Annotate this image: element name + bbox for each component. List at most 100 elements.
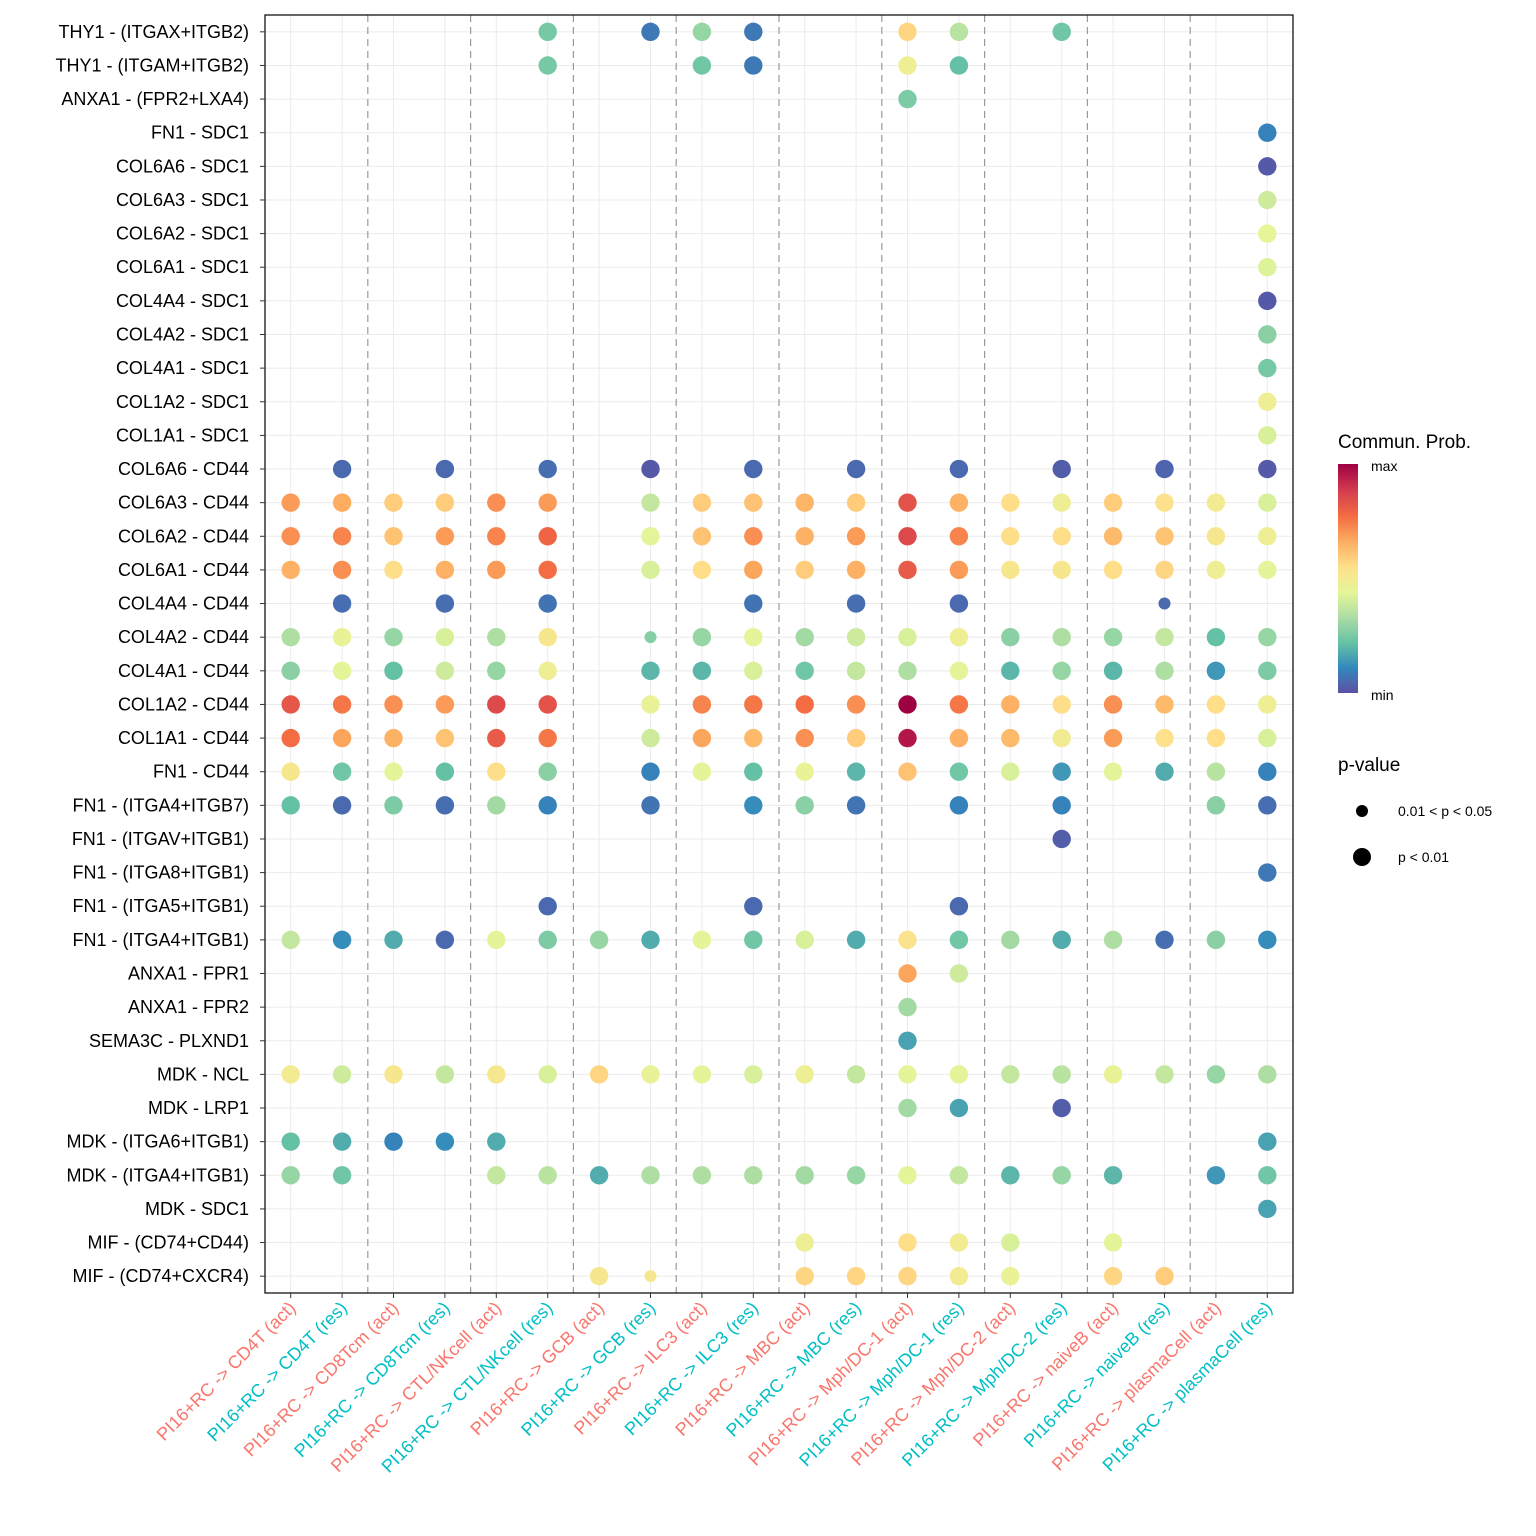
- y-tick-label: COL4A4 - SDC1: [116, 291, 249, 311]
- data-point: [384, 493, 403, 512]
- data-point: [1258, 560, 1277, 580]
- data-point: [744, 527, 763, 546]
- data-point: [795, 1065, 814, 1084]
- data-point: [898, 964, 917, 983]
- data-point: [949, 56, 969, 75]
- data-point: [949, 930, 969, 950]
- data-point: [281, 1132, 300, 1151]
- data-point: [332, 527, 352, 546]
- size-legend-small-label: 0.01 < p < 0.05: [1398, 803, 1492, 819]
- data-point: [949, 527, 969, 546]
- y-tick-label: COL1A1 - SDC1: [116, 425, 249, 445]
- data-point: [1258, 325, 1277, 344]
- data-point: [1206, 661, 1226, 681]
- data-point: [1258, 224, 1277, 243]
- data-point: [1052, 527, 1071, 546]
- data-point: [1001, 560, 1020, 580]
- data-point: [435, 1132, 455, 1151]
- data-point: [1206, 627, 1226, 647]
- data-point: [846, 493, 866, 512]
- data-point: [1258, 358, 1277, 378]
- data-point: [384, 930, 403, 950]
- y-tick-label: COL4A1 - SDC1: [116, 358, 249, 378]
- data-point: [332, 661, 352, 681]
- data-point: [641, 661, 660, 681]
- data-point: [538, 527, 557, 546]
- data-point: [384, 527, 403, 546]
- data-point: [846, 728, 866, 748]
- data-point: [1103, 930, 1123, 950]
- data-point: [1052, 1098, 1071, 1118]
- y-tick-label: COL6A1 - CD44: [118, 560, 249, 580]
- data-point: [795, 762, 814, 781]
- data-point: [641, 695, 660, 714]
- data-point: [589, 1266, 609, 1286]
- data-point: [1155, 762, 1174, 781]
- data-point: [692, 527, 712, 546]
- data-point: [898, 695, 917, 714]
- y-tick-label: COL4A2 - CD44: [118, 627, 249, 647]
- data-point: [1258, 291, 1277, 311]
- data-point: [1052, 627, 1071, 647]
- data-point: [281, 796, 300, 815]
- data-point: [1206, 560, 1226, 580]
- data-point: [384, 627, 403, 647]
- data-point: [1258, 392, 1277, 411]
- data-point: [744, 493, 763, 512]
- data-point: [898, 1065, 917, 1084]
- data-point: [1258, 695, 1277, 714]
- data-point: [795, 627, 814, 647]
- data-point: [795, 661, 814, 681]
- data-point: [949, 796, 969, 815]
- data-point: [487, 930, 506, 950]
- data-point: [384, 762, 403, 781]
- data-point: [1258, 661, 1277, 681]
- data-point: [692, 56, 712, 75]
- data-point: [949, 22, 969, 42]
- data-point: [1052, 493, 1071, 512]
- data-point: [538, 661, 557, 681]
- data-point: [1206, 695, 1226, 714]
- data-point: [1155, 695, 1174, 714]
- data-point: [898, 1031, 917, 1050]
- data-point: [692, 22, 712, 42]
- data-point: [538, 695, 557, 714]
- data-point: [1258, 1199, 1277, 1219]
- data-point: [949, 964, 969, 983]
- data-point: [795, 1266, 814, 1286]
- data-point: [1052, 459, 1071, 479]
- y-axis-labels: THY1 - (ITGAX+ITGB2) THY1 - (ITGAM+ITGB2)…: [55, 22, 265, 1286]
- data-point: [1155, 459, 1174, 479]
- data-point: [744, 56, 763, 75]
- y-tick-label: COL6A3 - CD44: [118, 493, 249, 513]
- data-point: [1206, 930, 1226, 950]
- data-point: [898, 997, 917, 1017]
- y-tick-label: THY1 - (ITGAM+ITGB2): [55, 55, 249, 75]
- data-point: [795, 1233, 814, 1252]
- data-point: [949, 762, 969, 781]
- data-point: [332, 728, 352, 748]
- data-point: [1155, 527, 1174, 546]
- data-point: [744, 728, 763, 748]
- size-legend-large-dot: [1353, 848, 1371, 866]
- data-point: [281, 661, 300, 681]
- size-legend-title: p-value: [1338, 755, 1400, 776]
- data-point: [949, 560, 969, 580]
- data-point: [1052, 560, 1071, 580]
- data-point: [1258, 459, 1277, 479]
- data-point: [1103, 1065, 1123, 1084]
- data-point: [538, 627, 557, 647]
- data-point: [898, 930, 917, 950]
- data-point: [487, 493, 506, 512]
- color-min-label: min: [1371, 687, 1394, 703]
- data-point: [1052, 728, 1071, 748]
- data-point: [949, 695, 969, 714]
- data-point: [332, 594, 352, 613]
- data-point: [435, 459, 455, 479]
- data-point: [487, 1166, 506, 1185]
- y-tick-label: THY1 - (ITGAX+ITGB2): [58, 22, 249, 42]
- data-point: [644, 1270, 657, 1283]
- data-point: [332, 1166, 352, 1185]
- data-point: [744, 594, 763, 613]
